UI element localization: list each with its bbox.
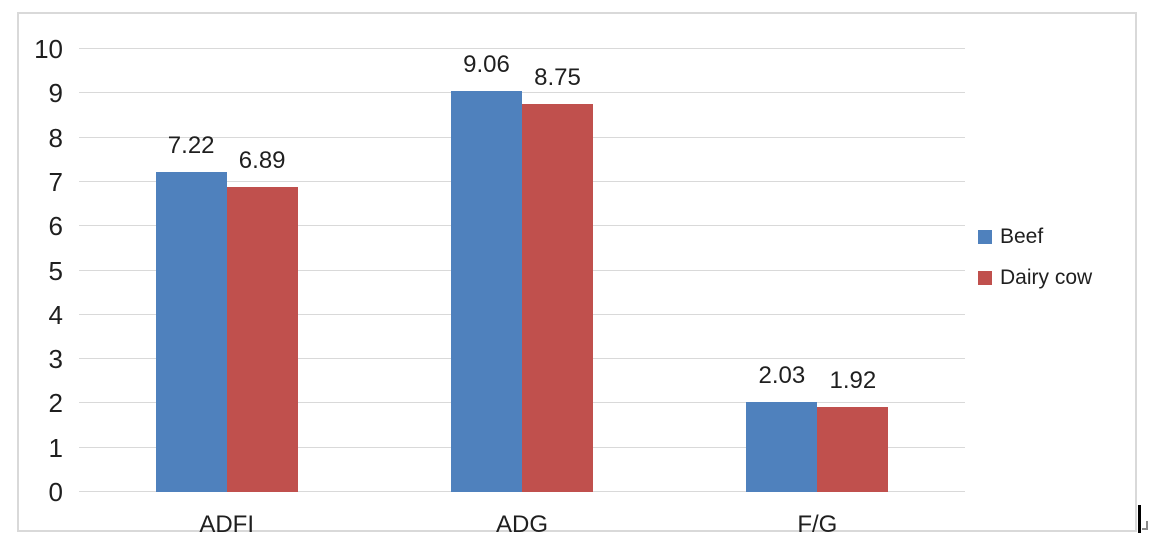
bar-dairy-cow-adg xyxy=(522,104,593,492)
bar-beef-adfi xyxy=(155,172,227,492)
y-axis-tick-label: 4 xyxy=(48,299,63,330)
legend-swatch-icon xyxy=(978,230,992,244)
y-axis-tick-label: 0 xyxy=(48,477,63,507)
y-axis-tick-label: 1 xyxy=(48,432,63,463)
data-label: 7.22 xyxy=(167,132,215,160)
text-cursor xyxy=(1138,505,1141,533)
bar-beef-adg xyxy=(451,90,522,492)
gridline xyxy=(79,48,965,49)
category-label: ADG xyxy=(495,511,548,538)
legend-swatch-icon xyxy=(978,271,992,285)
y-axis-tick-label: 6 xyxy=(48,211,63,242)
y-axis-tick-label: 9 xyxy=(48,78,63,109)
category-label: F/G xyxy=(797,511,838,538)
resize-handle-icon xyxy=(1142,521,1148,530)
legend-label: Beef xyxy=(1000,225,1044,248)
data-label: 9.06 xyxy=(463,50,510,78)
data-label: 1.92 xyxy=(829,366,877,394)
y-axis-tick-label: 7 xyxy=(48,166,63,197)
legend: Beef Dairy cow xyxy=(978,223,1092,305)
bar-dairy-cow-f-g xyxy=(817,406,889,492)
y-axis-tick-label: 5 xyxy=(48,255,63,286)
data-label: 8.75 xyxy=(534,64,581,92)
legend-label: Dairy cow xyxy=(1000,266,1093,289)
legend-item-dairy-cow: Dairy cow xyxy=(978,264,1092,292)
data-label: 2.03 xyxy=(758,362,806,390)
y-axis-tick-label: 3 xyxy=(48,344,63,375)
gridline xyxy=(79,92,965,94)
data-label: 6.89 xyxy=(238,146,286,174)
bar-dairy-cow-adfi xyxy=(226,186,298,492)
legend-item-beef: Beef xyxy=(978,223,1092,251)
category-label: ADFI xyxy=(199,511,254,538)
chart-area[interactable]: Beef Dairy cow 0 1 2 3 4 5 6 7 8 9 10 ADFI 7.22 6.89 AD… xyxy=(17,12,1137,538)
y-axis-tick-label: 10 xyxy=(34,34,63,64)
y-axis-tick-label: 8 xyxy=(48,122,63,153)
y-axis-tick-label: 2 xyxy=(48,388,63,419)
bar-beef-f-g xyxy=(746,402,818,492)
